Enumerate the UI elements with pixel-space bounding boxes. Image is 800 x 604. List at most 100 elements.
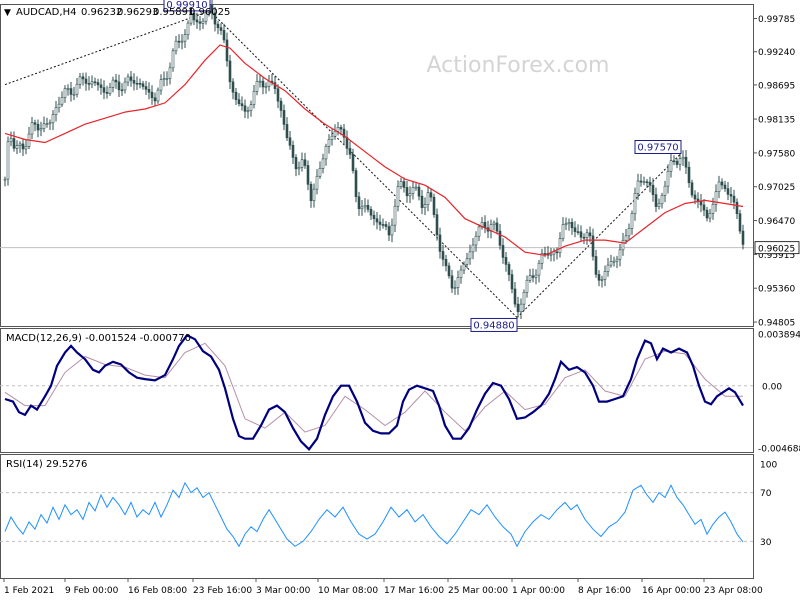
current-price-label: 0.96025 — [758, 245, 795, 255]
candle-body — [699, 201, 703, 206]
candle-body — [456, 277, 460, 288]
rsi-tick-label: 30 — [760, 538, 772, 548]
candle-body — [99, 84, 103, 88]
candle-body — [159, 79, 163, 91]
candle-body — [297, 167, 301, 170]
macd-panel-frame — [0, 328, 754, 453]
candle-body — [18, 143, 22, 146]
macd-marker-box — [755, 379, 799, 392]
price-tick-label: 0.99785 — [758, 15, 795, 25]
candle-body — [723, 184, 727, 189]
candle-body — [336, 127, 340, 132]
candle-body — [672, 160, 676, 163]
watermark-text: ActionForex.com — [427, 53, 610, 78]
candle-body — [180, 40, 184, 43]
candle-body — [573, 227, 577, 232]
candle-body — [681, 156, 685, 160]
candle-body — [555, 251, 559, 254]
candle-body — [249, 104, 253, 111]
trendline-2 — [516, 153, 682, 318]
candle-body — [132, 80, 136, 84]
candle-body — [165, 77, 169, 80]
candle-body — [195, 19, 199, 23]
candle-body — [279, 100, 283, 111]
candle-body — [549, 253, 553, 256]
candle-body — [654, 194, 658, 207]
candle-body — [690, 182, 694, 196]
candle-body — [276, 88, 280, 102]
candle-body — [189, 12, 193, 24]
candle-body — [543, 253, 547, 255]
candle-body — [126, 76, 130, 83]
rsi-panel-frame — [0, 454, 754, 579]
candle-body — [93, 81, 97, 84]
candle-body — [726, 188, 730, 195]
candle-body — [342, 128, 346, 138]
candle-body — [540, 253, 544, 264]
candle-body — [663, 185, 667, 196]
candle-body — [411, 187, 415, 194]
candle-body — [636, 180, 640, 194]
candle-body — [579, 231, 583, 238]
rsi-label: RSI(14) 29.5276 — [6, 459, 87, 470]
candle-body — [426, 192, 430, 205]
header-low: 0.95891 — [153, 7, 194, 18]
candle-body — [585, 232, 589, 238]
candle-body — [147, 89, 151, 93]
candle-body — [234, 91, 238, 100]
candle-body — [120, 89, 124, 92]
price-tick-label: 0.98135 — [758, 116, 795, 126]
candle-body — [300, 159, 304, 168]
price-tick-label: 0.97025 — [758, 183, 795, 193]
candle-body — [21, 143, 25, 150]
candle-body — [228, 60, 232, 83]
x-tick-label: 8 Apr 16:00 — [578, 586, 631, 596]
candle-body — [399, 181, 403, 187]
candle-body — [513, 288, 517, 305]
candle-body — [321, 158, 325, 169]
candle-body — [261, 80, 265, 88]
candle-body — [60, 97, 64, 105]
header-open: 0.96232 — [81, 7, 122, 18]
candle-body — [84, 78, 88, 84]
candle-body — [519, 303, 523, 313]
candle-body — [510, 274, 514, 290]
rsi-tick-label: 100 — [760, 461, 777, 471]
candle-body — [339, 127, 343, 130]
candle-body — [78, 76, 82, 85]
price-tick-label: 0.95915 — [758, 251, 795, 261]
candle-body — [225, 39, 229, 62]
candle-body — [453, 287, 457, 289]
candle-body — [156, 89, 160, 102]
candle-body — [39, 128, 43, 131]
candle-body — [633, 192, 637, 214]
axis-layer: 0.99785 0.99240 0.98695 0.98135 0.97580 0.970… — [3, 15, 800, 596]
candle-body — [423, 204, 427, 208]
candle-body — [588, 232, 592, 237]
candle-body — [444, 259, 448, 267]
candle-body — [162, 78, 166, 80]
candle-body — [186, 22, 190, 35]
candle-body — [54, 107, 58, 116]
candle-body — [255, 81, 259, 92]
candle-body — [246, 110, 250, 112]
rsi-line — [4, 481, 744, 548]
header-close: 0.96025 — [189, 7, 230, 18]
x-tick-label: 9 Feb 00:00 — [65, 586, 119, 596]
header-arrow[interactable]: ▼ — [4, 8, 11, 18]
candle-body — [471, 244, 475, 253]
candle-body — [498, 230, 502, 246]
macd-label: MACD(12,26,9) -0.001524 -0.000770 — [6, 333, 191, 344]
candle-body — [501, 245, 505, 258]
price-annotation-box — [163, 0, 211, 12]
x-tick-label: 3 Mar 00:00 — [256, 586, 311, 596]
candle-body — [135, 82, 139, 85]
candle-body — [318, 168, 322, 177]
candle-body — [144, 86, 148, 90]
candle-body — [645, 181, 649, 184]
candle-body — [417, 186, 421, 197]
candle-body — [231, 81, 235, 93]
candle-body — [372, 214, 376, 220]
candle-body — [474, 235, 478, 246]
